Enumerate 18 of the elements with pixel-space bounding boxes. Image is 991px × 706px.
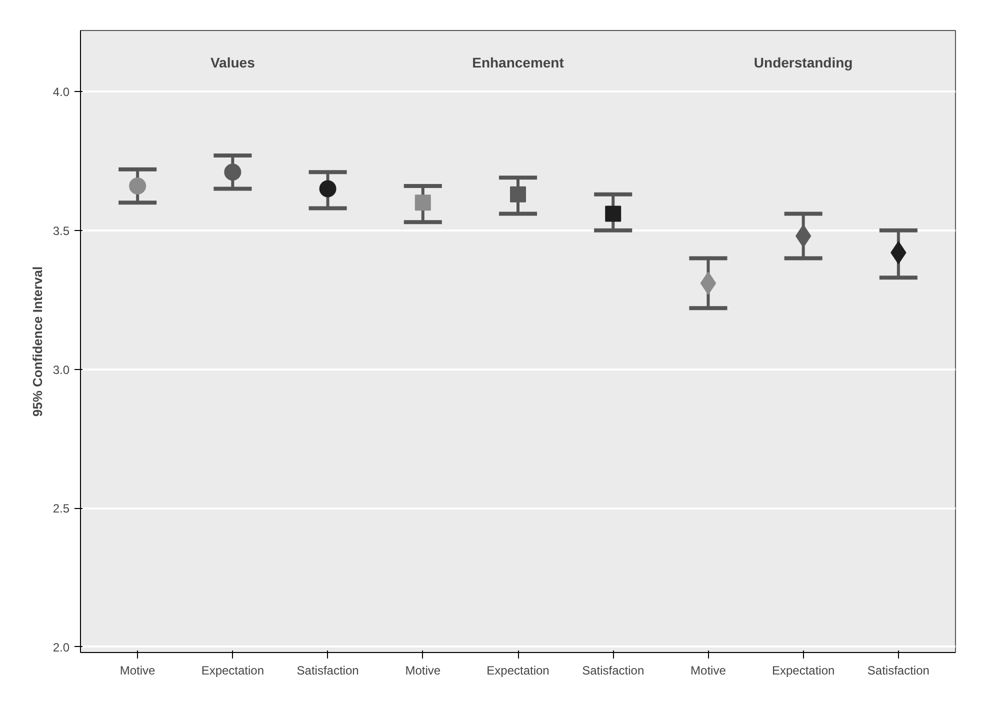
- x-tick-label: Motive: [405, 664, 441, 678]
- x-tick-label: Expectation: [201, 664, 264, 678]
- x-tick-label: Satisfaction: [867, 664, 930, 678]
- annotation: Enhancement: [472, 54, 564, 70]
- y-tick-label: 2.0: [52, 640, 70, 654]
- y-tick-label: 4.0: [52, 85, 70, 100]
- x-tick-label: Satisfaction: [296, 664, 359, 678]
- y-tick-label: 3.5: [52, 224, 70, 238]
- annotation: Values: [210, 54, 256, 70]
- annotation: Understanding: [754, 54, 853, 70]
- y-axis-title: 95% Confidence Interval: [30, 266, 45, 417]
- x-tick-label: Motive: [690, 664, 726, 678]
- x-tick-label: Expectation: [486, 664, 550, 678]
- y-tick-label: 2.5: [52, 502, 70, 516]
- x-tick-label: Satisfaction: [582, 664, 644, 678]
- x-tick-label: Motive: [120, 664, 156, 678]
- x-tick-label: Expectation: [772, 664, 835, 678]
- y-tick-label: 3.0: [52, 362, 70, 377]
